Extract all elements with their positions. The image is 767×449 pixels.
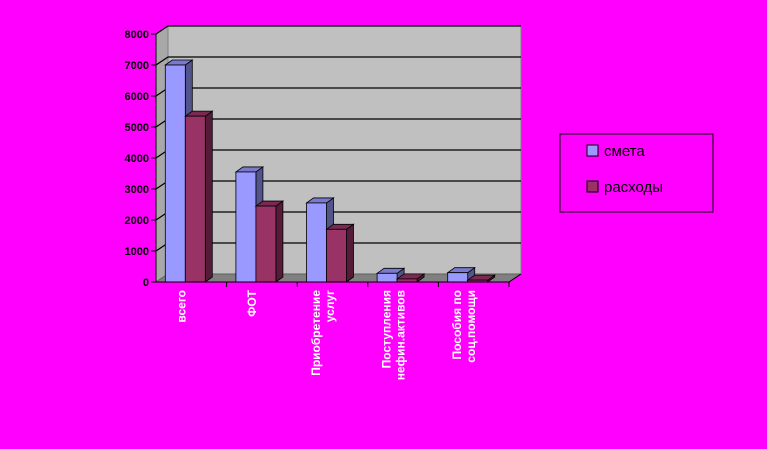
legend-label: расходы (604, 179, 663, 196)
bar-side (275, 200, 284, 283)
bar-front (235, 171, 257, 283)
gridline (155, 56, 521, 66)
bars (164, 59, 496, 283)
y-tick-label: 2000 (125, 215, 149, 227)
bar-side (204, 110, 213, 283)
x-category-label: Приобретениеуслуг (309, 290, 337, 376)
x-category-label-line: всего (174, 290, 188, 323)
bar-front (447, 272, 469, 283)
legend-swatch (586, 144, 599, 157)
legend: смета расходы (559, 133, 714, 213)
x-axis: всего ФОТ Приобретениеуслуг Поступлениянефи… (156, 273, 522, 380)
bar-front (326, 228, 347, 283)
bar-front (306, 202, 327, 283)
x-category-label-line: Пособия по (450, 290, 464, 360)
bar-front (164, 64, 186, 283)
bar (466, 274, 496, 283)
bar-front (255, 205, 277, 283)
y-tick-label: 6000 (125, 91, 149, 103)
bar (254, 200, 285, 283)
y-tick-label: 4000 (125, 153, 149, 165)
x-category-label: Поступлениянефин.активов (380, 290, 408, 380)
bar (395, 273, 426, 283)
y-tick-label: 3000 (125, 184, 149, 196)
x-category-label: всего (174, 290, 188, 323)
x-category-label-line: Поступления (380, 290, 394, 368)
x-category-label: Пособия посоц.помощи (450, 290, 478, 363)
x-category-label: ФОТ (245, 289, 259, 317)
legend-label: смета (604, 143, 645, 160)
x-category-label-line: соц.помощи (464, 290, 478, 363)
y-tick-label: 0 (143, 277, 149, 289)
x-category-label-line: услуг (323, 290, 337, 322)
x-axis-depth-line (508, 273, 522, 283)
gridline (155, 25, 521, 35)
x-category-label-line: Приобретение (309, 290, 323, 376)
x-category-label-line: ФОТ (245, 289, 259, 317)
y-tick-label: 7000 (125, 60, 149, 72)
bar-front (376, 272, 398, 283)
bar (184, 110, 214, 283)
y-tick-label: 1000 (125, 246, 149, 258)
y-axis: 0 1000 2000 3000 4000 5000 6000 7000 8000 (125, 29, 157, 289)
bar-front (184, 115, 206, 283)
legend-box (559, 133, 714, 213)
bar (325, 223, 355, 283)
x-category-label-line: нефин.активов (394, 290, 408, 380)
bar-side (346, 223, 354, 283)
legend-swatch (586, 180, 599, 193)
y-tick-label: 8000 (125, 29, 149, 41)
y-tick-label: 5000 (125, 122, 149, 134)
